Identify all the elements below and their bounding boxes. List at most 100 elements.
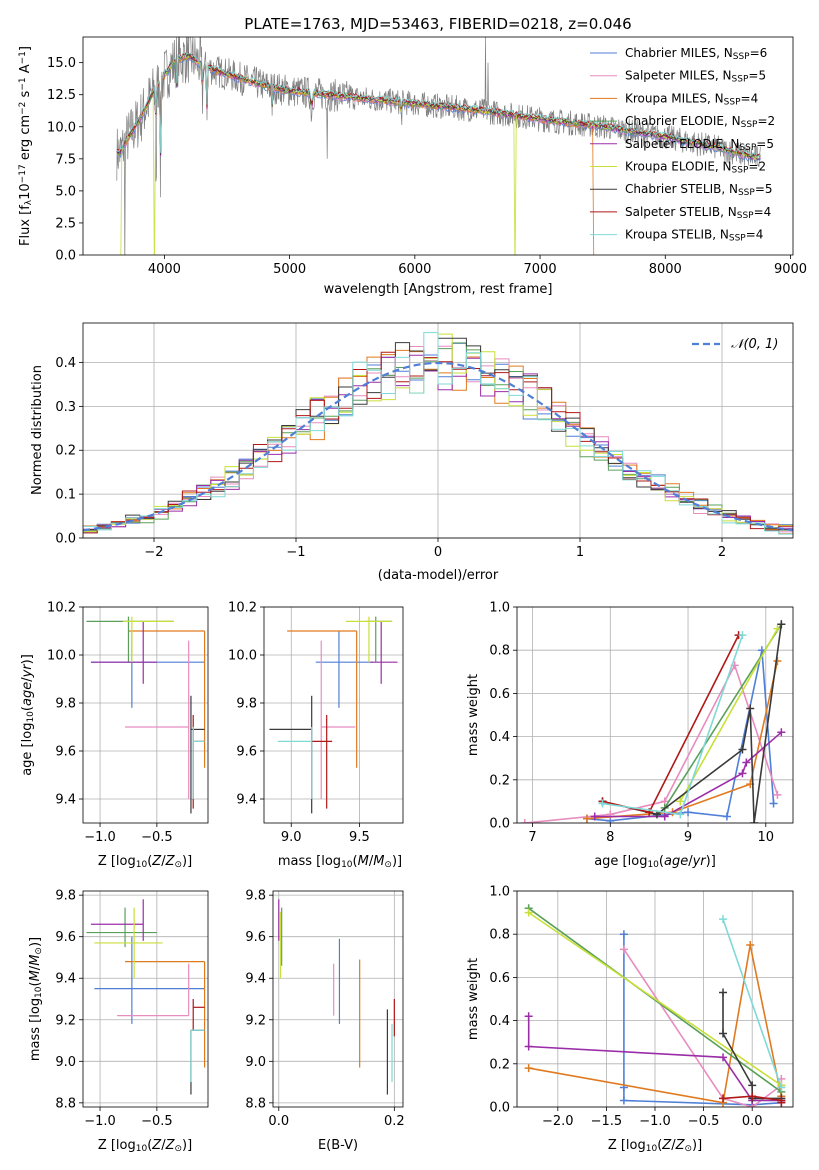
x-tick-label: 9 — [684, 830, 692, 845]
legend-item: Salpeter STELIB, NSSP=4 — [625, 205, 771, 221]
x-tick-label: 0 — [434, 545, 442, 560]
error-point — [345, 616, 393, 663]
x-axis-label: mass [log10(M/M⊙)] — [278, 854, 402, 870]
legend-item: Chabrier STELIB, NSSP=5 — [625, 182, 773, 198]
weight-marker — [750, 819, 759, 823]
x-tick-label: −0.5 — [688, 1114, 720, 1129]
x-axis-label: Z [log10(Z/Z⊙)] — [98, 854, 192, 870]
residual_hist-frame — [82, 322, 794, 539]
y-axis-label: mass weight — [466, 674, 481, 756]
weight-marker — [524, 1064, 533, 1073]
y-tick-label: 0.6 — [489, 971, 510, 986]
x-tick-label: 1 — [576, 545, 584, 560]
weight-marker — [582, 814, 591, 823]
age_vs_mass-axes: 9.0 9.5 9.4 9.6 9.8 10.0 10.2 — [228, 601, 404, 845]
x-axis-label: (data-model)/error — [378, 568, 499, 583]
weight-marker — [719, 988, 728, 997]
mass_vs_EBV-axes: 0.0 0.2 8.8 9.0 9.2 9.4 9.6 9.8 — [245, 889, 404, 1129]
x-tick-label: −2.0 — [542, 1114, 574, 1129]
weight-marker — [777, 1098, 786, 1107]
error-point — [94, 907, 163, 979]
error-point — [86, 907, 157, 948]
y-tick-label: 9.2 — [55, 1013, 76, 1028]
weight-marker — [748, 1081, 757, 1090]
error-point — [192, 999, 205, 1031]
weight-marker — [524, 1012, 533, 1021]
y-tick-label: 0.3 — [55, 400, 76, 415]
error-point — [190, 1029, 205, 1095]
x-tick-label: 7000 — [524, 262, 557, 277]
x-tick-label: −1 — [286, 545, 305, 560]
weight-series — [623, 948, 783, 1107]
x-tick-label: −1.5 — [591, 1114, 623, 1129]
y-tick-label: 0.0 — [489, 1101, 510, 1116]
x-axis-label: Z [log10(Z/Z⊙)] — [98, 1138, 192, 1154]
legend-item: Chabrier MILES, NSSP=6 — [625, 46, 767, 62]
x-axis-label: Z [log10(Z/Z⊙)] — [608, 1138, 702, 1154]
y-axis-label: mass [log10(M/M⊙)] — [28, 937, 44, 1061]
error-point — [117, 963, 190, 1017]
weight-marker — [773, 790, 782, 799]
y-tick-label: 0.8 — [489, 928, 510, 943]
error-point — [192, 727, 205, 799]
x-tick-label: −2 — [144, 545, 163, 560]
y-axis-label: Flux [fλ10−17 erg cm−2 s−1 A−1] — [18, 46, 34, 246]
error-point — [315, 631, 374, 708]
y-tick-label: 9.8 — [55, 889, 76, 904]
x-axis-label: wavelength [Angstrom, rest frame] — [324, 282, 553, 297]
legend-item: Chabrier ELODIE, NSSP=2 — [625, 114, 775, 130]
x-tick-label: −0.5 — [141, 830, 173, 845]
y-tick-label: 9.8 — [245, 889, 266, 904]
x-tick-label: 4000 — [148, 262, 181, 277]
weight-marker — [660, 812, 669, 821]
y-tick-label: 1.0 — [489, 601, 510, 616]
weight-marker — [676, 797, 685, 806]
weight-marker — [619, 930, 628, 939]
weight-marker — [524, 1042, 533, 1051]
mass_weight_vs_age-frame — [516, 606, 794, 824]
mass_vs_Z-frame — [82, 890, 209, 1108]
y-tick-label: 10.0 — [47, 120, 76, 135]
model-spectrum — [116, 55, 761, 161]
mass_weight_vs_Z-plot — [524, 904, 786, 1107]
y-tick-label: 0.0 — [55, 532, 76, 547]
y-tick-label: 0.0 — [55, 249, 76, 264]
mass_weight_vs_age-axes: 7 8 9 10 0.0 0.2 0.4 0.6 0.8 1.0 — [489, 601, 794, 845]
y-axis-label: age [log10(age/yr)] — [20, 654, 36, 776]
weight-series — [528, 911, 782, 1087]
y-axis-label: mass weight — [466, 958, 481, 1040]
weight-marker — [738, 769, 747, 778]
mass_vs_EBV-plot — [278, 899, 395, 1095]
y-tick-label: 10.0 — [228, 649, 257, 664]
y-tick-label: 0.0 — [489, 817, 510, 832]
weight-series — [586, 660, 779, 820]
gaussian-curve — [83, 361, 793, 532]
chart-title: PLATE=1763, MJD=53463, FIBERID=0218, z=0… — [244, 15, 631, 33]
weight-marker — [719, 1094, 728, 1103]
weight-marker — [719, 915, 728, 924]
age_vs_mass-plot — [269, 616, 398, 814]
y-tick-label: 12.5 — [47, 88, 76, 103]
error-point — [277, 727, 313, 799]
x-tick-label: 5000 — [273, 262, 306, 277]
y-tick-label: 0.4 — [55, 356, 76, 371]
weight-marker — [719, 1053, 728, 1062]
error-point — [90, 631, 205, 708]
mass_weight_vs_age-plot — [520, 620, 786, 823]
x-tick-label: 9.0 — [281, 830, 302, 845]
y-tick-label: 9.4 — [55, 793, 76, 808]
age_vs_Z-axes: −1.0 −0.5 9.4 9.6 9.8 10.0 10.2 — [47, 601, 209, 845]
weight-marker — [738, 745, 747, 754]
legend-item: Salpeter MILES, NSSP=5 — [625, 69, 766, 85]
x-tick-label: −1.0 — [84, 830, 116, 845]
error-point — [90, 899, 144, 941]
weight-marker — [676, 810, 685, 819]
spectrum-plot — [116, 37, 761, 255]
mass_vs_Z-axes: −1.0 −0.5 8.8 9.0 9.2 9.4 9.6 9.8 — [55, 889, 209, 1129]
error-point — [190, 1029, 205, 1083]
y-tick-label: 9.0 — [245, 1055, 266, 1070]
y-tick-label: 9.2 — [245, 1013, 266, 1028]
mass_weight_vs_Z-axes: −2.0 −1.5 −1.0 −0.5 0.0 0.0 0.2 0.4 0.6 0.8 1.0 — [489, 885, 794, 1129]
error-point — [125, 640, 190, 799]
